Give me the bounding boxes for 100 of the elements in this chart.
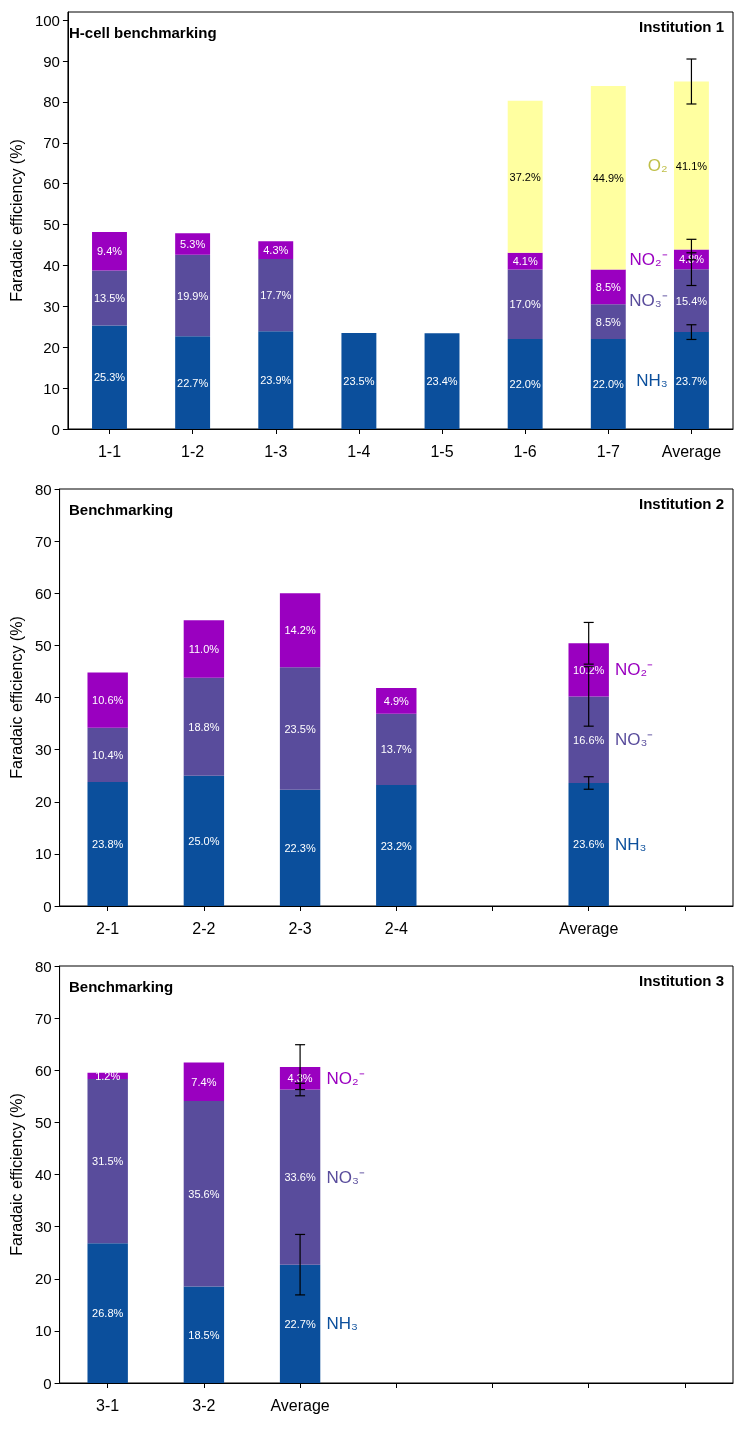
bar bbox=[87, 1079, 128, 1244]
data-label: 9.4% bbox=[96, 245, 123, 258]
x-tick-label: Average bbox=[661, 442, 722, 460]
bar bbox=[279, 1264, 321, 1383]
series-label: NO₂⁻ bbox=[326, 1068, 365, 1088]
y-tick-label: 30 bbox=[34, 741, 52, 759]
bar bbox=[279, 1089, 321, 1265]
bar bbox=[507, 269, 543, 340]
y-tick-label: 0 bbox=[43, 897, 52, 915]
data-label: 13.5% bbox=[93, 291, 126, 304]
data-label: 33.6% bbox=[284, 1171, 316, 1184]
bar bbox=[673, 81, 709, 250]
data-label: 10.6% bbox=[92, 694, 124, 707]
bar bbox=[590, 304, 626, 340]
bar bbox=[183, 775, 225, 906]
bar bbox=[279, 789, 321, 906]
data-label: 5.3% bbox=[180, 238, 206, 251]
data-label: 41.1% bbox=[675, 159, 708, 172]
y-tick-label: 60 bbox=[43, 175, 60, 193]
x-tick-label: Average bbox=[559, 919, 619, 937]
bar bbox=[341, 332, 377, 429]
data-label: 4.3% bbox=[263, 244, 289, 257]
y-tick-label: 10 bbox=[43, 379, 60, 397]
series-label: NH₃ bbox=[636, 371, 668, 391]
data-label: 23.7% bbox=[675, 374, 708, 387]
chart-subtitle: Institution 3 bbox=[639, 972, 725, 989]
y-tick-label: 20 bbox=[34, 793, 52, 811]
bar bbox=[183, 677, 225, 776]
data-label: 25.3% bbox=[93, 371, 126, 384]
data-label: 23.4% bbox=[426, 375, 458, 388]
bar bbox=[87, 727, 128, 782]
data-label: 4.9% bbox=[383, 694, 410, 707]
data-label: 22.7% bbox=[284, 1317, 316, 1330]
series-label: NO₃⁻ bbox=[629, 291, 668, 311]
series-label: O₂ bbox=[647, 156, 668, 176]
y-tick-label: 0 bbox=[43, 1374, 52, 1392]
x-tick-label: 2-2 bbox=[192, 919, 216, 937]
bar bbox=[568, 696, 609, 783]
x-tick-label: 1-2 bbox=[181, 442, 205, 460]
data-label: 17.7% bbox=[260, 289, 292, 302]
y-tick-label: 70 bbox=[34, 1009, 52, 1027]
bar bbox=[87, 1243, 128, 1383]
bar bbox=[258, 258, 294, 332]
chart-subtitle: Institution 2 bbox=[639, 495, 725, 512]
bar bbox=[568, 782, 609, 906]
data-label: 37.2% bbox=[509, 170, 541, 183]
series-label: NO₂⁻ bbox=[615, 660, 654, 680]
y-tick-label: 70 bbox=[43, 134, 60, 152]
data-label: 7.4% bbox=[191, 1075, 217, 1088]
data-label: 8.5% bbox=[595, 315, 622, 328]
y-tick-label: 40 bbox=[34, 1166, 52, 1183]
data-label: 23.6% bbox=[573, 838, 605, 851]
text: H-cell benchmarking bbox=[69, 24, 217, 41]
series-label: NO₂⁻ bbox=[629, 249, 668, 269]
bar bbox=[87, 672, 128, 728]
y-tick-label: 40 bbox=[43, 256, 60, 274]
data-label: 23.9% bbox=[260, 374, 292, 387]
y-axis-title: Faradaic efficiency (%) bbox=[7, 1093, 25, 1256]
data-label: 23.5% bbox=[284, 722, 316, 735]
y-tick-label: 80 bbox=[43, 93, 60, 111]
x-tick-label: 1-6 bbox=[513, 442, 537, 460]
bar bbox=[507, 339, 543, 429]
x-tick-label: 1-3 bbox=[264, 442, 288, 460]
y-tick-label: 20 bbox=[34, 1270, 52, 1288]
x-tick-label: Average bbox=[270, 1396, 330, 1414]
y-tick-label: 30 bbox=[43, 297, 60, 315]
bar bbox=[183, 1286, 225, 1383]
y-tick-label: 60 bbox=[34, 584, 52, 602]
data-label: 18.8% bbox=[188, 720, 220, 733]
series-label: NO₃⁻ bbox=[615, 730, 654, 750]
data-label: 4.3% bbox=[287, 1072, 313, 1085]
data-label: 4.1% bbox=[512, 255, 538, 268]
bar bbox=[183, 1101, 225, 1287]
data-label: 31.5% bbox=[92, 1155, 124, 1168]
bar bbox=[507, 100, 543, 253]
bar bbox=[424, 333, 460, 429]
data-label: 18.5% bbox=[188, 1328, 220, 1341]
y-axis-title: Faradaic efficiency (%) bbox=[7, 616, 25, 779]
y-tick-label: 20 bbox=[43, 338, 60, 356]
data-label: 23.2% bbox=[380, 839, 413, 852]
y-tick-label: 60 bbox=[34, 1061, 52, 1079]
bar bbox=[183, 620, 225, 678]
data-label: 8.5% bbox=[595, 280, 622, 293]
data-label: 14.2% bbox=[284, 624, 316, 637]
y-tick-label: 100 bbox=[34, 11, 60, 29]
bar bbox=[175, 254, 211, 337]
y-axis-title: Faradaic efficiency (%) bbox=[7, 139, 25, 302]
y-tick-label: 50 bbox=[43, 216, 60, 234]
text: Benchmarking bbox=[69, 978, 174, 995]
data-label: 19.9% bbox=[177, 289, 209, 302]
series-label: NO₃⁻ bbox=[326, 1167, 365, 1187]
data-label: 15.4% bbox=[675, 294, 708, 307]
data-label: 26.8% bbox=[92, 1307, 124, 1320]
x-tick-label: 1-5 bbox=[430, 442, 454, 460]
bar bbox=[92, 231, 127, 271]
bar bbox=[92, 270, 127, 326]
data-label: 17.0% bbox=[509, 298, 541, 311]
y-tick-label: 70 bbox=[34, 532, 52, 550]
x-tick-label: 3-1 bbox=[96, 1396, 120, 1414]
data-label: 22.3% bbox=[284, 841, 316, 854]
